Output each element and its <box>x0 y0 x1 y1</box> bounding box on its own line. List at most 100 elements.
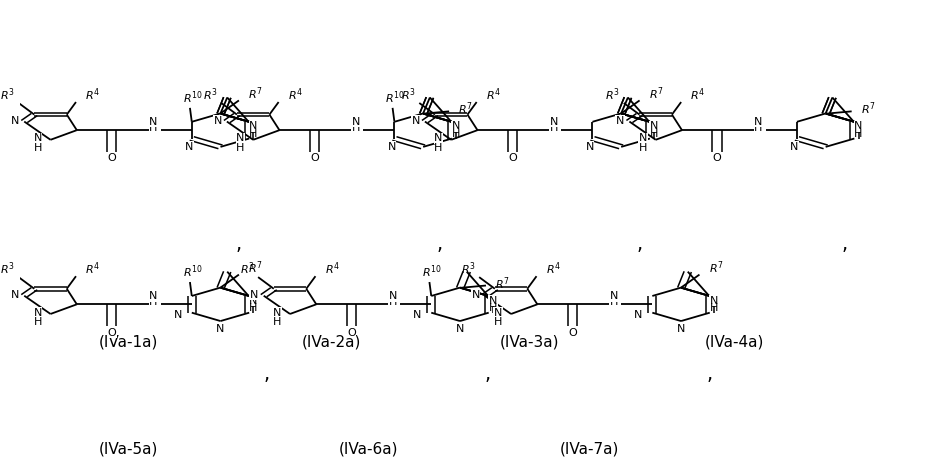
Text: ,: , <box>706 365 712 384</box>
Text: H: H <box>710 303 718 313</box>
Text: N: N <box>754 117 763 127</box>
Text: (IVa-4a): (IVa-4a) <box>704 334 764 349</box>
Text: $R^3$: $R^3$ <box>240 260 255 277</box>
Text: N: N <box>33 133 42 143</box>
Text: ,: , <box>841 235 848 254</box>
Text: $R^4$: $R^4$ <box>288 86 303 103</box>
Text: ,: , <box>264 365 270 384</box>
Text: N: N <box>149 117 158 127</box>
Text: H: H <box>638 143 647 153</box>
Text: N: N <box>213 116 222 125</box>
Text: $R^7$: $R^7$ <box>861 101 876 118</box>
Text: O: O <box>108 328 116 337</box>
Text: (IVa-1a): (IVa-1a) <box>99 334 159 349</box>
Text: N: N <box>610 291 618 301</box>
Text: H: H <box>610 298 618 307</box>
Text: N: N <box>677 324 685 335</box>
Text: N: N <box>10 290 19 300</box>
Text: H: H <box>236 143 244 153</box>
Text: $R^3$: $R^3$ <box>605 86 620 103</box>
Text: H: H <box>854 129 863 139</box>
Text: N: N <box>649 121 658 132</box>
Text: (IVa-7a): (IVa-7a) <box>560 441 619 456</box>
Text: N: N <box>710 296 718 306</box>
Text: $R^3$: $R^3$ <box>0 86 15 103</box>
Text: O: O <box>568 328 577 337</box>
Text: H: H <box>33 143 42 153</box>
Text: (IVa-2a): (IVa-2a) <box>302 334 362 349</box>
Text: N: N <box>616 116 624 125</box>
Text: N: N <box>149 291 158 301</box>
Text: $R^{10}$: $R^{10}$ <box>422 264 442 280</box>
Text: N: N <box>249 121 258 132</box>
Text: H: H <box>489 303 497 313</box>
Text: H: H <box>352 123 360 133</box>
Text: H: H <box>549 123 558 133</box>
Text: N: N <box>494 307 502 318</box>
Text: N: N <box>549 117 558 127</box>
Text: $R^4$: $R^4$ <box>690 86 705 103</box>
Text: $R^3$: $R^3$ <box>401 86 415 103</box>
Text: $R^7$: $R^7$ <box>649 85 664 102</box>
Text: N: N <box>634 310 643 320</box>
Text: N: N <box>456 324 464 335</box>
Text: N: N <box>10 116 19 125</box>
Text: (IVa-3a): (IVa-3a) <box>499 334 559 349</box>
Text: ,: , <box>636 235 642 254</box>
Text: $R^3$: $R^3$ <box>461 260 476 277</box>
Text: N: N <box>389 291 396 301</box>
Text: H: H <box>754 123 763 133</box>
Text: H: H <box>273 317 281 327</box>
Text: N: N <box>638 133 647 143</box>
Text: N: N <box>489 296 497 306</box>
Text: O: O <box>310 154 319 164</box>
Text: ,: , <box>485 365 491 384</box>
Text: H: H <box>389 298 396 307</box>
Text: N: N <box>790 142 799 152</box>
Text: $R^3$: $R^3$ <box>0 260 15 277</box>
Text: N: N <box>185 142 194 152</box>
Text: $R^7$: $R^7$ <box>496 275 510 291</box>
Text: $R^3$: $R^3$ <box>203 86 217 103</box>
Text: $R^4$: $R^4$ <box>546 260 561 277</box>
Text: H: H <box>149 298 158 307</box>
Text: $R^4$: $R^4$ <box>85 260 100 277</box>
Text: $R^4$: $R^4$ <box>85 86 100 103</box>
Text: $R^7$: $R^7$ <box>709 259 723 276</box>
Text: $R^{10}$: $R^{10}$ <box>183 264 203 280</box>
Text: $R^4$: $R^4$ <box>325 260 340 277</box>
Text: H: H <box>149 123 158 133</box>
Text: ,: , <box>235 235 242 254</box>
Text: N: N <box>249 296 258 306</box>
Text: H: H <box>452 129 460 139</box>
Text: ,: , <box>436 235 443 254</box>
Text: N: N <box>854 121 863 132</box>
Text: N: N <box>413 310 422 320</box>
Text: O: O <box>713 154 721 164</box>
Text: H: H <box>249 129 258 139</box>
Text: N: N <box>471 290 480 300</box>
Text: O: O <box>346 328 356 337</box>
Text: H: H <box>249 303 258 313</box>
Text: N: N <box>216 324 225 335</box>
Text: N: N <box>412 116 420 125</box>
Text: (IVa-5a): (IVa-5a) <box>99 441 159 456</box>
Text: $R^{10}$: $R^{10}$ <box>183 89 203 106</box>
Text: O: O <box>508 154 517 164</box>
Text: O: O <box>108 154 116 164</box>
Text: $R^7$: $R^7$ <box>248 259 262 276</box>
Text: H: H <box>649 129 658 139</box>
Text: N: N <box>452 121 460 132</box>
Text: N: N <box>174 310 182 320</box>
Text: $R^7$: $R^7$ <box>248 85 262 102</box>
Text: $R^4$: $R^4$ <box>486 86 500 103</box>
Text: N: N <box>387 142 396 152</box>
Text: N: N <box>434 133 443 143</box>
Text: H: H <box>33 317 42 327</box>
Text: H: H <box>434 143 443 153</box>
Text: N: N <box>585 142 594 152</box>
Text: N: N <box>273 307 281 318</box>
Text: N: N <box>250 290 259 300</box>
Text: (IVa-6a): (IVa-6a) <box>339 441 398 456</box>
Text: H: H <box>494 317 502 327</box>
